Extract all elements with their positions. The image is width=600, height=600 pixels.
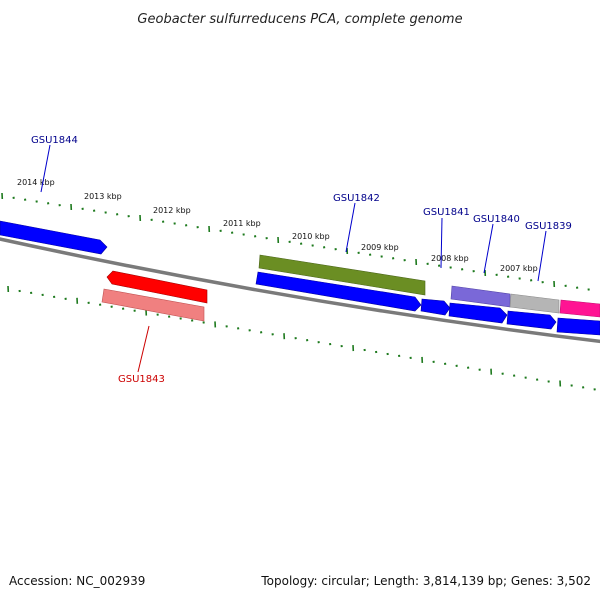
gene-label-gsu1841: GSU1841 — [423, 207, 470, 218]
gene-gsu1843[interactable] — [106, 270, 208, 304]
genome-backbone — [0, 237, 600, 344]
map-title: Geobacter sulfurreducens PCA, complete g… — [137, 12, 462, 27]
scale-label-2007: 2007 kbp — [500, 264, 538, 273]
gene-gsu1843-light[interactable] — [101, 288, 205, 322]
gene-label-gsu1842: GSU1842 — [333, 193, 380, 204]
scale-label-2009: 2009 kbp — [361, 243, 399, 252]
gene-label-gsu1840: GSU1840 — [473, 214, 520, 225]
leader-gsu1839 — [537, 230, 547, 282]
gene-gsu1844[interactable] — [0, 220, 108, 255]
scale-label-2013: 2013 kbp — [84, 192, 122, 201]
feature-pink[interactable] — [559, 299, 600, 318]
inner-tick-row — [7, 285, 596, 391]
topology-summary: Topology: circular; Length: 3,814,139 bp… — [260, 574, 591, 588]
scale-label-2012: 2012 kbp — [153, 206, 191, 215]
gene-next-forward[interactable] — [556, 317, 600, 336]
leader-gsu1843 — [137, 325, 150, 373]
scale-label-2014: 2014 kbp — [17, 178, 55, 187]
leader-gsu1844 — [40, 144, 51, 193]
gene-gsu1839[interactable] — [506, 310, 557, 330]
gene-gsu1842-forward[interactable] — [255, 271, 422, 312]
gene-label-gsu1839: GSU1839 — [525, 221, 572, 232]
scale-label-2011: 2011 kbp — [223, 219, 261, 228]
leader-gsu1842 — [345, 202, 356, 253]
scale-label-2008: 2008 kbp — [431, 254, 469, 263]
accession-text: Accession: NC_002939 — [9, 574, 145, 588]
scale-label-2010: 2010 kbp — [292, 232, 330, 241]
outer-tick-row — [1, 192, 590, 291]
gene-label-gsu1844: GSU1844 — [31, 135, 78, 146]
leader-gsu1841 — [440, 217, 443, 269]
leader-gsu1840 — [483, 223, 494, 274]
feature-olive[interactable] — [258, 254, 426, 296]
feature-grey[interactable] — [509, 293, 560, 314]
gene-label-gsu1843: GSU1843 — [118, 374, 165, 385]
gene-gsu1840[interactable] — [448, 302, 508, 324]
gene-gsu1841[interactable] — [420, 298, 451, 316]
